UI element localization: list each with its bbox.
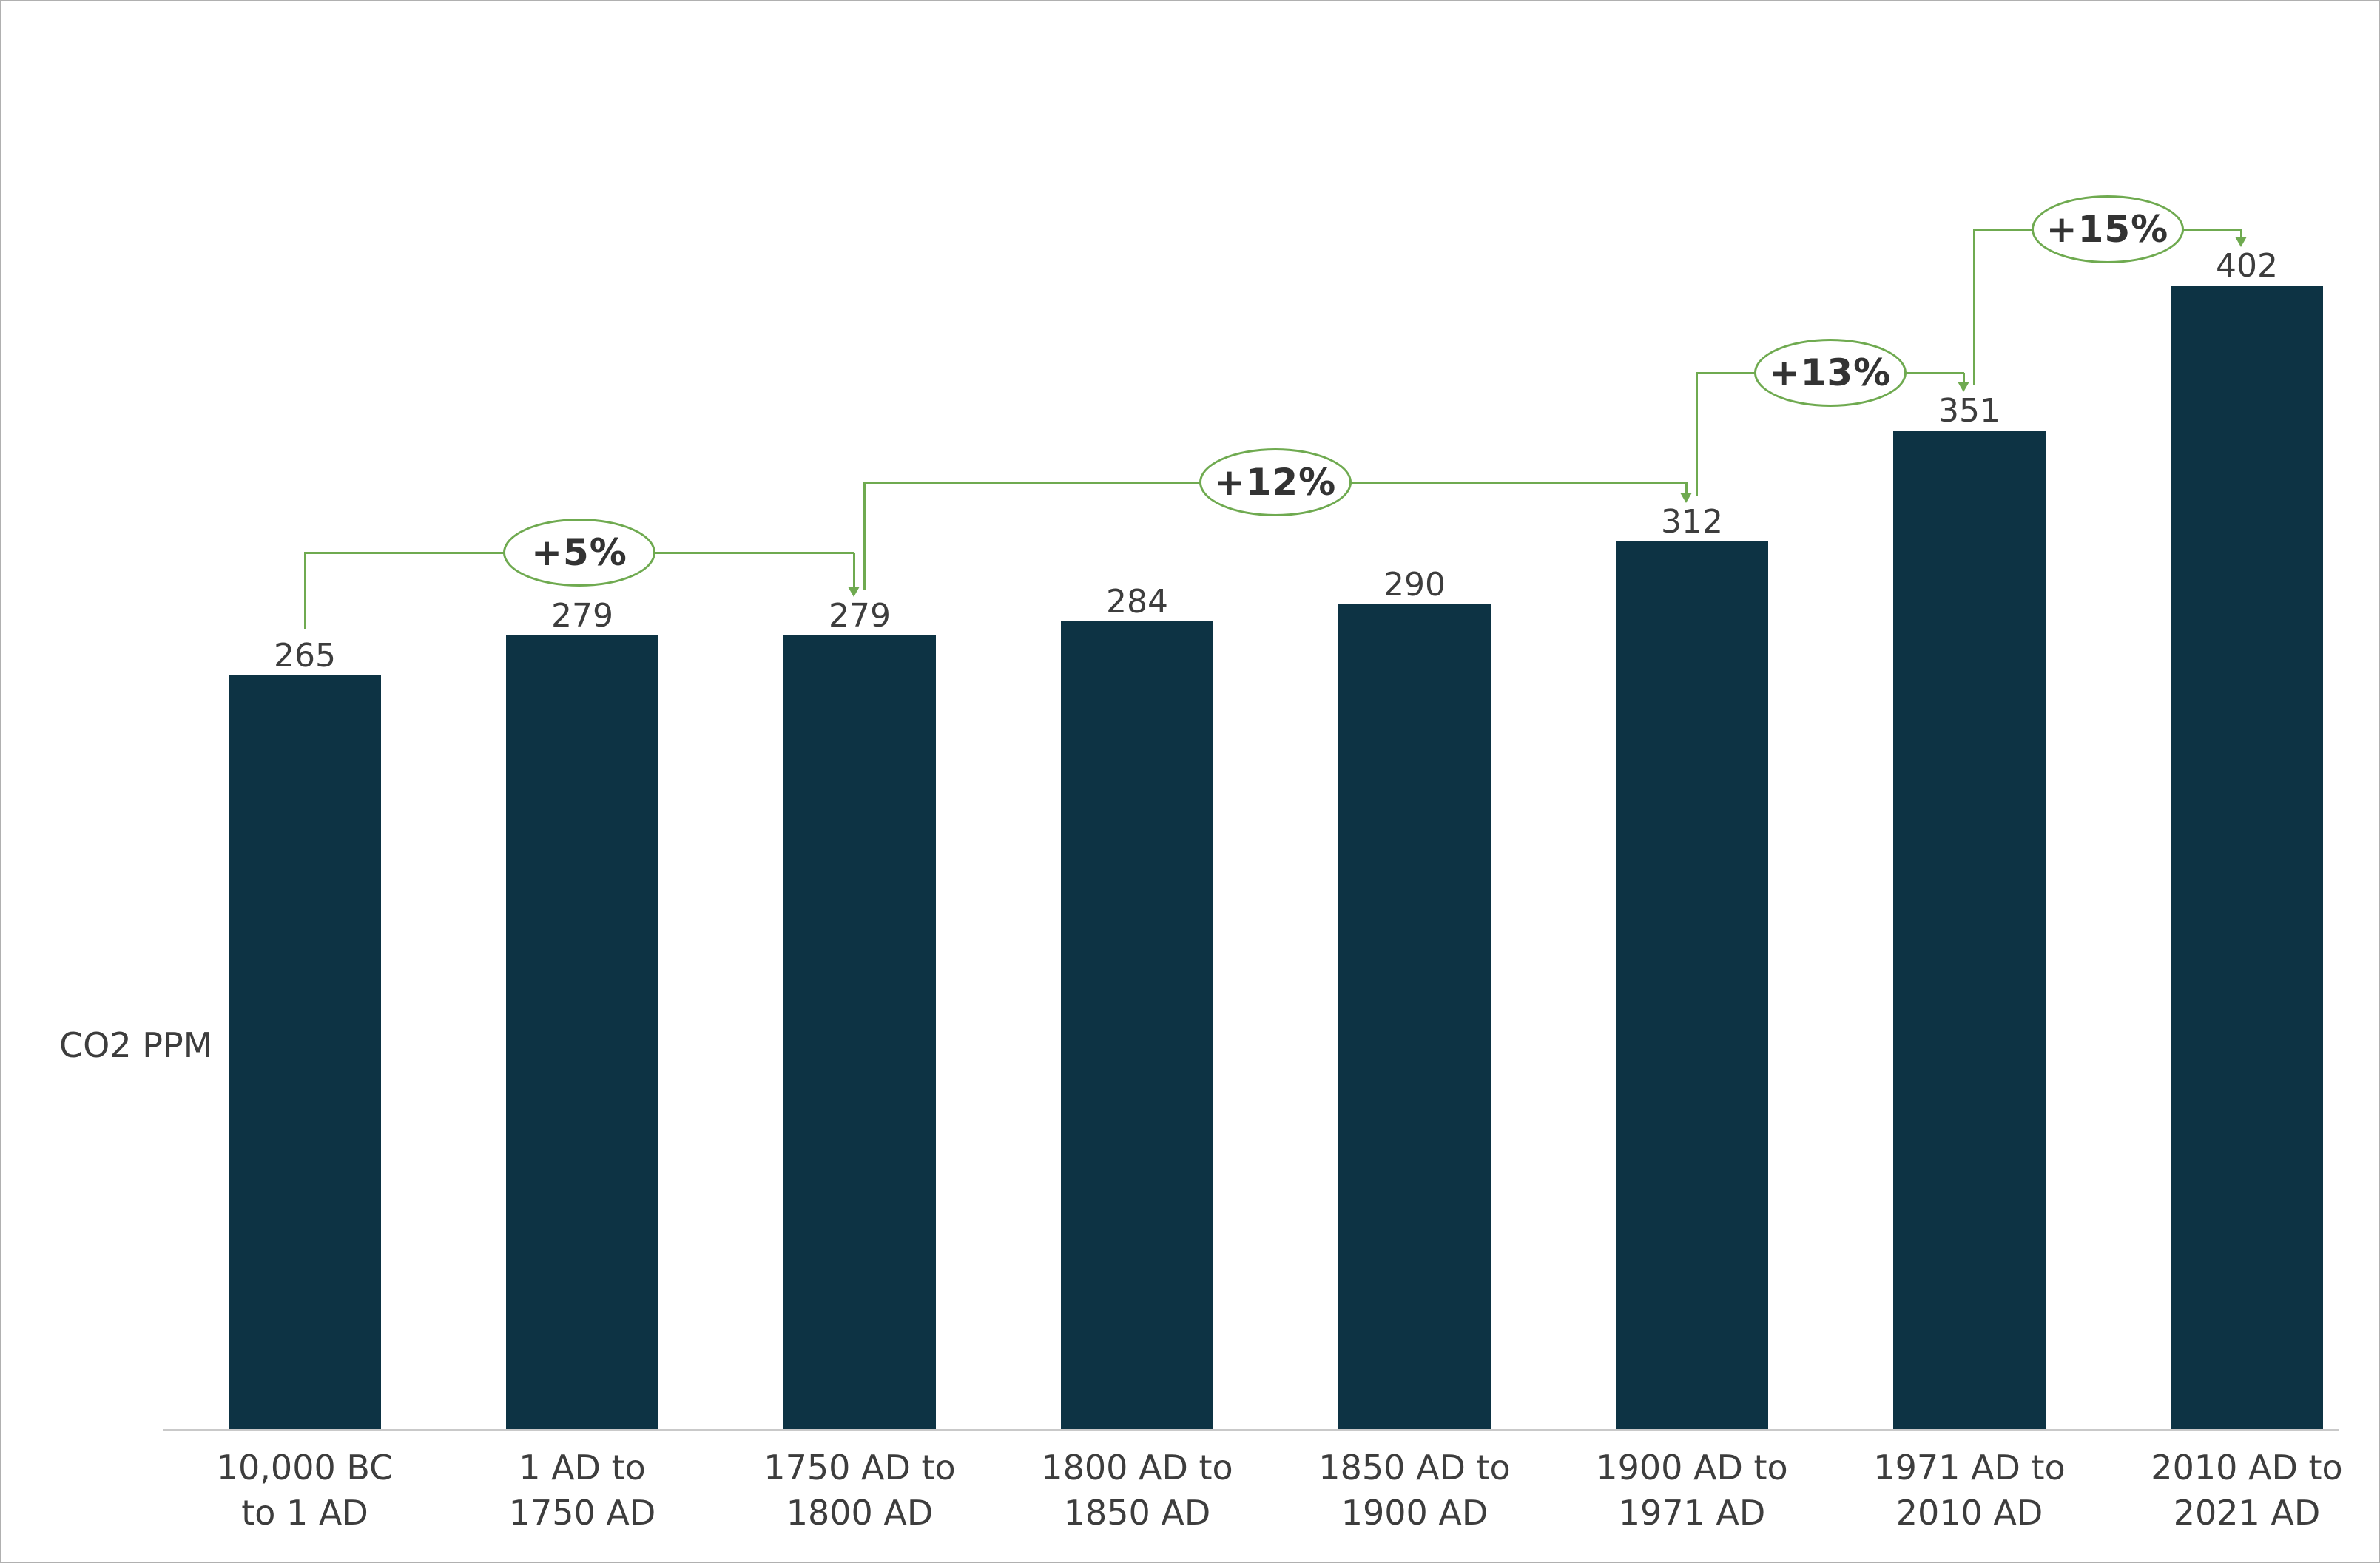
bar bbox=[1616, 541, 1768, 1429]
bar bbox=[1338, 604, 1491, 1429]
connector-arrow-stem bbox=[853, 553, 855, 587]
pct-change-badge: +13% bbox=[1753, 339, 1907, 407]
bar bbox=[506, 635, 658, 1429]
pct-change-badge: +5% bbox=[503, 519, 655, 587]
connector-arrow-stem bbox=[1963, 373, 1965, 382]
x-axis-label: 1971 AD to 2010 AD bbox=[1873, 1448, 2066, 1533]
arrow-down-icon bbox=[1958, 382, 1969, 392]
arrow-down-icon bbox=[848, 587, 860, 597]
x-axis-label: 1750 AD to 1800 AD bbox=[763, 1448, 956, 1533]
arrow-down-icon bbox=[2235, 237, 2247, 247]
pct-change-badge: +15% bbox=[2031, 195, 2184, 263]
bar bbox=[229, 675, 381, 1429]
x-axis-line bbox=[163, 1429, 2339, 1431]
bar-value-label: 351 bbox=[1938, 392, 2000, 430]
y-axis-label: CO2 PPM bbox=[59, 1025, 213, 1065]
connector-riser-line bbox=[863, 482, 866, 590]
pct-change-label: +13% bbox=[1768, 351, 1892, 394]
connector-riser-line bbox=[1696, 373, 1698, 496]
bar-value-label: 402 bbox=[2216, 247, 2278, 285]
pct-change-badge: +12% bbox=[1199, 448, 1352, 516]
pct-change-label: +5% bbox=[531, 531, 627, 574]
bar-value-label: 265 bbox=[274, 637, 336, 675]
connector-riser-line bbox=[304, 553, 306, 629]
bar bbox=[1061, 621, 1213, 1429]
bar bbox=[2171, 286, 2323, 1429]
x-axis-label: 10,000 BC to 1 AD bbox=[216, 1448, 394, 1533]
connector-riser-line bbox=[1973, 229, 1975, 385]
x-axis-label: 1850 AD to 1900 AD bbox=[1318, 1448, 1511, 1533]
connector-arrow-stem bbox=[2240, 229, 2242, 237]
x-axis-label: 1800 AD to 1850 AD bbox=[1041, 1448, 1233, 1533]
x-axis-label: 1 AD to 1750 AD bbox=[508, 1448, 656, 1533]
bar-value-label: 279 bbox=[551, 597, 613, 635]
bar bbox=[1893, 431, 2046, 1429]
x-axis-label: 2010 AD to 2021 AD bbox=[2151, 1448, 2343, 1533]
bar-value-label: 290 bbox=[1383, 566, 1446, 604]
pct-change-label: +15% bbox=[2046, 208, 2169, 251]
bar-value-label: 312 bbox=[1661, 503, 1723, 541]
x-axis-label: 1900 AD to 1971 AD bbox=[1596, 1448, 1788, 1533]
arrow-down-icon bbox=[1680, 493, 1692, 503]
bar bbox=[783, 635, 936, 1429]
bar-value-label: 279 bbox=[829, 597, 891, 635]
connector-arrow-stem bbox=[1685, 482, 1688, 493]
bar-value-label: 284 bbox=[1106, 583, 1168, 621]
pct-change-label: +12% bbox=[1213, 461, 1337, 504]
